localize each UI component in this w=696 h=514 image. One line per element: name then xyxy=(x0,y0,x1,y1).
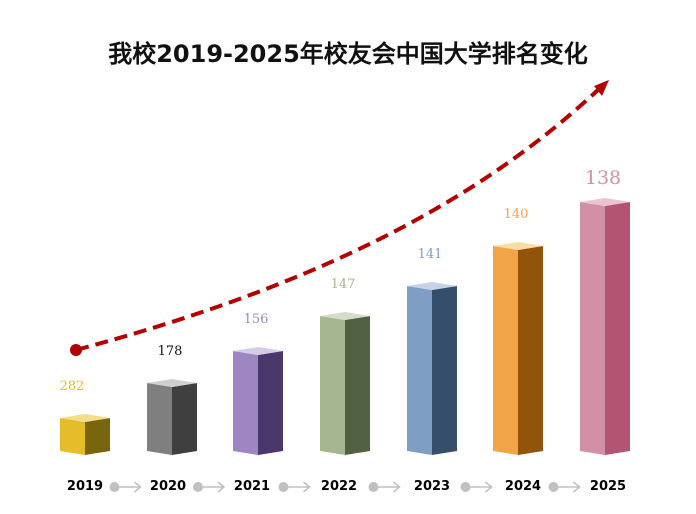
x-tick-label-2022: 2022 xyxy=(321,479,357,494)
arrow-right-icon xyxy=(288,481,311,493)
bar-front-2024 xyxy=(493,246,518,455)
bar-top-2022 xyxy=(320,312,370,320)
bar-side-2019 xyxy=(85,418,110,455)
arrow-right-icon xyxy=(203,481,226,493)
bar-front-2019 xyxy=(60,418,85,455)
bar-front-2020 xyxy=(147,383,172,455)
bar-top-2024 xyxy=(493,242,543,250)
arrow-dot-icon xyxy=(278,482,289,492)
data-label-2025: 138 xyxy=(585,167,621,189)
arrow-right-icon xyxy=(378,481,401,493)
bar-front-2021 xyxy=(233,351,258,455)
data-label-2019: 282 xyxy=(60,379,85,394)
bar-top-2019 xyxy=(60,414,110,422)
bar-side-2021 xyxy=(258,351,283,455)
x-tick-label-2020: 2020 xyxy=(150,479,186,494)
arrow-dot-icon xyxy=(368,482,379,492)
data-label-2020: 178 xyxy=(158,344,183,359)
trend-start-dot xyxy=(70,344,82,356)
bar-side-2020 xyxy=(172,383,197,455)
data-label-2021: 156 xyxy=(244,312,269,327)
bar-side-2025 xyxy=(605,202,630,455)
x-tick-label-2019: 2019 xyxy=(67,479,103,494)
trend-arrowhead-icon xyxy=(594,80,609,96)
x-tick-label-2021: 2021 xyxy=(234,479,270,494)
arrow-right-icon xyxy=(119,481,142,493)
arrow-right-icon xyxy=(470,481,493,493)
bar-side-2022 xyxy=(345,316,370,455)
x-tick-label-2023: 2023 xyxy=(414,479,450,494)
bar-side-2023 xyxy=(432,286,457,455)
x-tick-label-2024: 2024 xyxy=(505,479,541,494)
x-tick-label-2025: 2025 xyxy=(590,479,626,494)
data-label-2024: 140 xyxy=(504,207,529,222)
bar-top-2023 xyxy=(407,282,457,290)
arrow-dot-icon xyxy=(460,482,471,492)
bar-front-2025 xyxy=(580,202,605,455)
bar-top-2021 xyxy=(233,347,283,355)
arrow-dot-icon xyxy=(109,482,120,492)
bar-top-2025 xyxy=(580,198,630,206)
arrow-dot-icon xyxy=(193,482,203,492)
bar-front-2023 xyxy=(407,286,432,455)
bar-front-2022 xyxy=(320,316,345,455)
bar-top-2020 xyxy=(147,379,197,387)
data-label-2023: 141 xyxy=(418,247,443,262)
bar-side-2024 xyxy=(518,246,543,455)
arrow-right-icon xyxy=(558,481,581,493)
data-label-2022: 147 xyxy=(331,277,356,292)
chart-title: 我校2019-2025年校友会中国大学排名变化 xyxy=(108,40,588,68)
arrow-dot-icon xyxy=(548,482,559,492)
